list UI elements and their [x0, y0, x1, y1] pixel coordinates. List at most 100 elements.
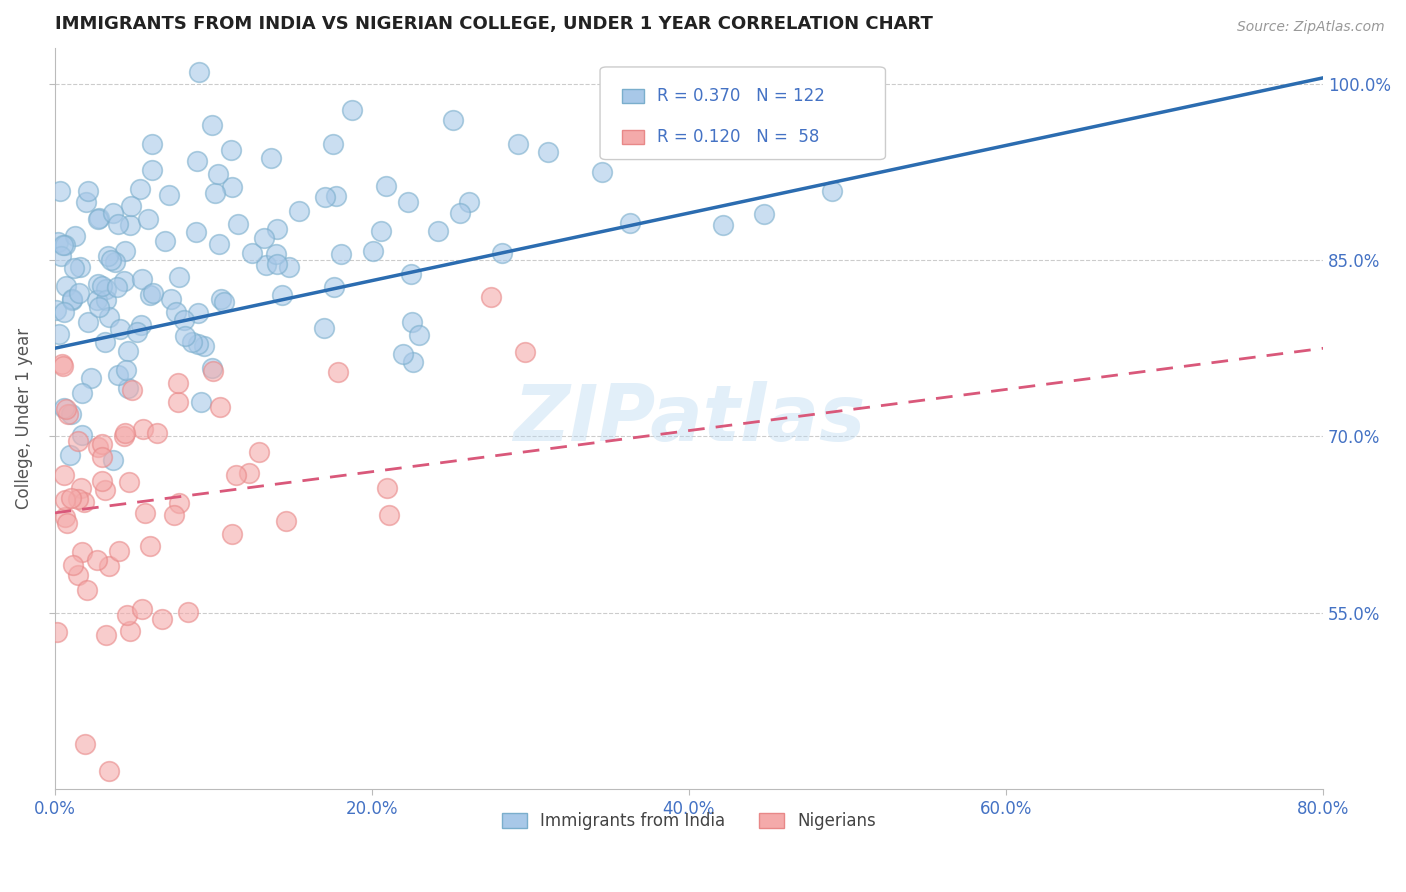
Point: [226, 217, 249, 231]
Point: [201, 364, 224, 378]
Text: ZIPatlas: ZIPatlas: [513, 381, 865, 457]
Point: [52, 401, 75, 415]
Point: [173, 313, 195, 327]
Point: [221, 179, 243, 194]
Point: [167, 495, 190, 509]
Point: [401, 315, 423, 329]
FancyBboxPatch shape: [621, 89, 644, 103]
Point: [121, 383, 143, 397]
Point: [129, 318, 152, 332]
Point: [56, 516, 79, 531]
Point: [87, 277, 110, 291]
Point: [94, 282, 117, 296]
Point: [90, 436, 112, 450]
Point: [49, 249, 72, 263]
Point: [167, 269, 190, 284]
Point: [103, 205, 125, 219]
Point: [131, 422, 153, 436]
Point: [221, 526, 243, 541]
Point: [86, 293, 108, 307]
Point: [62, 558, 84, 572]
Point: [254, 258, 277, 272]
Point: [77, 184, 100, 198]
Point: [212, 295, 235, 310]
FancyBboxPatch shape: [621, 129, 644, 144]
Y-axis label: College, Under 1 year: College, Under 1 year: [15, 328, 32, 509]
Point: [105, 280, 128, 294]
Point: [53, 468, 76, 483]
Point: [125, 325, 148, 339]
Point: [221, 143, 243, 157]
Point: [457, 194, 479, 209]
Point: [253, 231, 276, 245]
Point: [340, 103, 363, 117]
Point: [117, 381, 139, 395]
Point: [491, 246, 513, 260]
Point: [87, 212, 110, 227]
Point: [48, 327, 70, 342]
Point: [107, 217, 129, 231]
Point: [136, 212, 159, 227]
Point: [63, 229, 86, 244]
Text: R = 0.120   N =  58: R = 0.120 N = 58: [657, 128, 818, 146]
Point: [266, 222, 288, 236]
Point: [63, 261, 86, 276]
Point: [75, 194, 97, 209]
Point: [312, 320, 335, 334]
Point: [163, 508, 186, 523]
Point: [363, 244, 385, 259]
Point: [48, 235, 70, 250]
Point: [114, 363, 136, 377]
Point: [134, 506, 156, 520]
Point: [176, 605, 198, 619]
Point: [402, 354, 425, 368]
Point: [59, 448, 82, 462]
Point: [55, 401, 77, 416]
Point: [120, 624, 142, 639]
Point: [508, 136, 530, 151]
Point: [49, 184, 72, 198]
Point: [266, 257, 288, 271]
Point: [754, 207, 776, 221]
Point: [186, 154, 208, 169]
Point: [104, 255, 127, 269]
Point: [51, 357, 73, 371]
Point: [187, 305, 209, 319]
Point: [114, 244, 136, 259]
Point: [187, 337, 209, 351]
Point: [325, 189, 347, 203]
Point: [53, 305, 76, 319]
Point: [322, 279, 344, 293]
Point: [314, 190, 336, 204]
Point: [90, 474, 112, 488]
Point: [142, 286, 165, 301]
Point: [399, 267, 422, 281]
Point: [146, 426, 169, 441]
Point: [114, 425, 136, 440]
Point: [45, 302, 67, 317]
Point: [118, 475, 141, 490]
Point: [53, 510, 76, 524]
Point: [89, 211, 111, 225]
Point: [270, 288, 292, 302]
Point: [118, 218, 141, 232]
Point: [131, 272, 153, 286]
Point: [52, 359, 75, 373]
Text: IMMIGRANTS FROM INDIA VS NIGERIAN COLLEGE, UNDER 1 YEAR CORRELATION CHART: IMMIGRANTS FROM INDIA VS NIGERIAN COLLEG…: [55, 15, 932, 33]
Point: [62, 293, 84, 307]
Point: [108, 544, 131, 558]
Point: [87, 300, 110, 314]
Point: [129, 182, 152, 196]
Point: [90, 450, 112, 464]
Point: [94, 293, 117, 307]
Point: [73, 495, 96, 509]
Point: [55, 278, 77, 293]
Legend: Immigrants from India, Nigerians: Immigrants from India, Nigerians: [495, 805, 883, 837]
Point: [277, 260, 299, 274]
Point: [131, 602, 153, 616]
Point: [190, 395, 212, 409]
Point: [97, 249, 120, 263]
Point: [322, 136, 344, 151]
Point: [392, 347, 415, 361]
Point: [160, 293, 183, 307]
